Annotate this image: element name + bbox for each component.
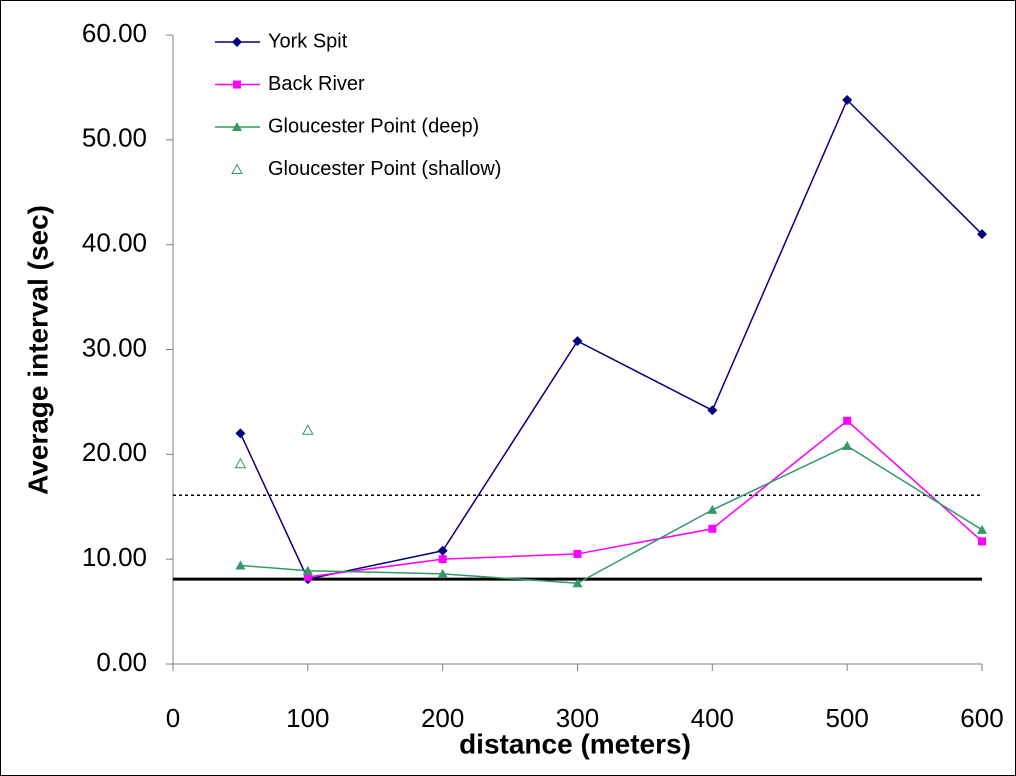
marker — [707, 405, 718, 416]
marker — [302, 565, 313, 575]
marker — [842, 440, 853, 450]
marker — [843, 416, 852, 425]
marker — [235, 560, 246, 570]
x-tick-label: 300 — [556, 703, 599, 733]
legend-label: Gloucester Point (deep) — [268, 115, 479, 137]
marker — [437, 545, 448, 556]
legend-marker — [232, 37, 242, 47]
marker — [978, 537, 986, 546]
marker — [438, 555, 447, 564]
marker — [437, 568, 448, 578]
marker — [234, 457, 247, 469]
marker — [977, 524, 987, 534]
marker — [301, 424, 314, 435]
marker — [572, 578, 583, 588]
x-tick-label: 400 — [691, 703, 734, 733]
y-tick-label: 40.00 — [82, 228, 147, 258]
legend-label: Gloucester Point (shallow) — [268, 158, 501, 180]
marker — [708, 524, 717, 533]
marker — [707, 504, 718, 514]
marker — [842, 94, 853, 105]
marker — [303, 572, 312, 581]
y-tick-label: 10.00 — [82, 542, 147, 572]
marker — [235, 428, 246, 439]
y-tick-label: 20.00 — [82, 437, 147, 467]
y-tick-label: 30.00 — [82, 332, 147, 362]
y-tick-label: 60.00 — [82, 18, 147, 48]
marker — [572, 336, 583, 347]
marker — [977, 229, 987, 240]
legend-label: Back River — [268, 73, 365, 95]
x-tick-label: 600 — [960, 703, 1003, 733]
x-tick-label: 100 — [286, 703, 329, 733]
y-tick-label: 0.00 — [96, 647, 147, 677]
x-tick-label: 500 — [825, 703, 868, 733]
x-axis-title: distance (meters) — [459, 728, 691, 759]
legend-label: York Spit — [268, 30, 348, 52]
legend-marker — [231, 163, 243, 174]
y-axis-title: Average interval (sec) — [22, 205, 53, 495]
legend-marker — [232, 122, 242, 131]
series-line — [307, 419, 983, 578]
legend-marker — [233, 80, 241, 89]
y-tick-label: 50.00 — [82, 123, 147, 153]
marker — [573, 549, 582, 558]
x-tick-label: 0 — [166, 703, 180, 733]
x-tick-label: 200 — [421, 703, 464, 733]
